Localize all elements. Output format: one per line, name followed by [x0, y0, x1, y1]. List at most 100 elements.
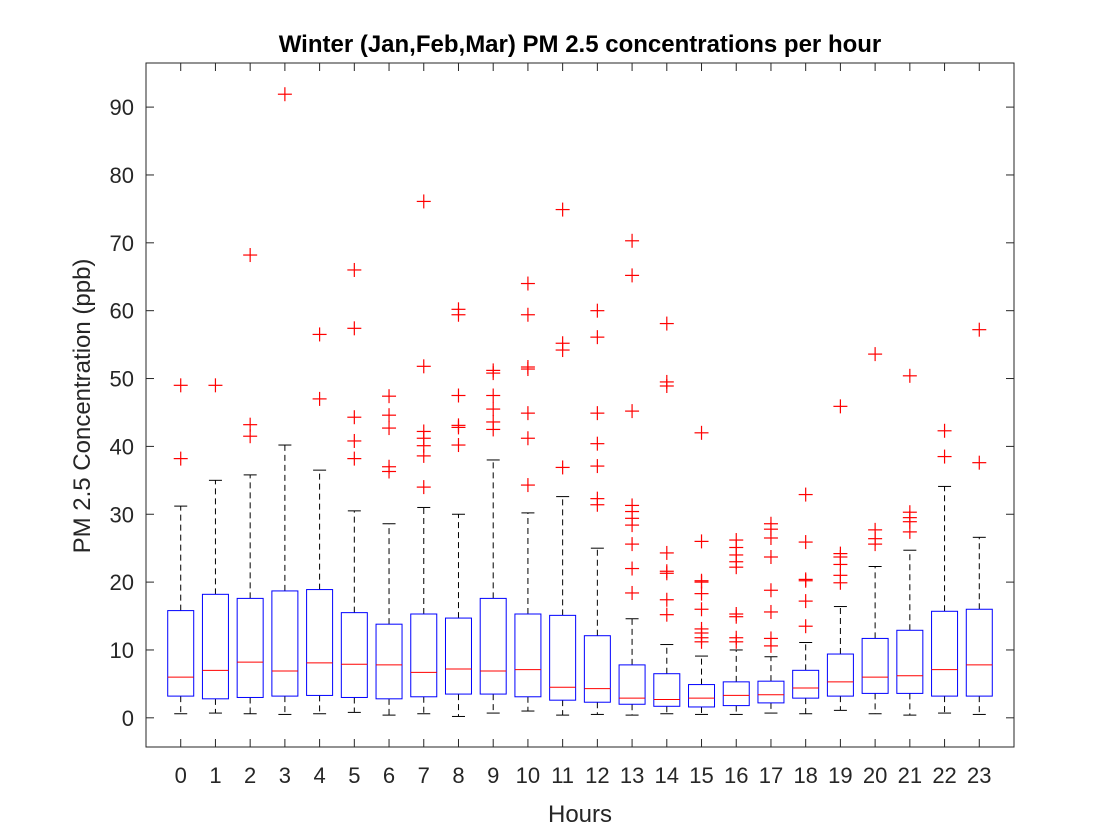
outlier-marker [590, 303, 605, 318]
outlier-marker [416, 359, 431, 374]
x-tick-label: 1 [209, 763, 221, 788]
outlier-marker [763, 604, 778, 619]
outlier-marker [798, 535, 813, 550]
box-hour-17 [757, 516, 785, 714]
box-hour-12 [583, 303, 611, 715]
outlier-marker [694, 573, 709, 588]
iqr-box [479, 597, 507, 695]
outlier-marker [520, 406, 535, 421]
iqr-box [375, 623, 403, 700]
box-hour-23 [965, 322, 993, 715]
x-tick-label: 16 [724, 763, 748, 788]
outlier-marker [277, 87, 292, 102]
iqr-box [340, 612, 368, 698]
y-axis-label: PM 2.5 Concentration (ppb) [69, 259, 96, 554]
x-tick-label: 7 [418, 763, 430, 788]
outlier-marker [555, 460, 570, 475]
iqr-box [549, 614, 577, 701]
outlier-marker [347, 451, 362, 466]
iqr-box [792, 669, 820, 699]
outlier-marker [798, 594, 813, 609]
x-tick-label: 20 [863, 763, 887, 788]
x-tick-label: 14 [655, 763, 679, 788]
y-tick-label: 40 [110, 434, 134, 459]
iqr-box [896, 629, 924, 694]
outlier-marker [694, 534, 709, 549]
outlier-marker [555, 336, 570, 351]
box-hour-2 [236, 248, 264, 715]
outlier-marker [833, 399, 848, 414]
iqr-box [514, 613, 542, 698]
outlier-marker [972, 455, 987, 470]
x-tick-label: 13 [620, 763, 644, 788]
box-hour-7 [410, 194, 438, 715]
iqr-box [271, 590, 299, 697]
x-tick-label: 6 [383, 763, 395, 788]
iqr-box [583, 635, 611, 703]
outlier-marker [382, 459, 397, 474]
iqr-box [826, 653, 854, 697]
iqr-box [965, 608, 993, 697]
x-tick-label: 5 [348, 763, 360, 788]
iqr-box [618, 664, 646, 705]
iqr-box [757, 680, 785, 704]
box-hour-5 [340, 262, 368, 713]
outlier-marker [382, 408, 397, 423]
outlier-marker [659, 607, 674, 622]
outlier-marker [208, 378, 223, 393]
iqr-box [931, 610, 959, 697]
y-tick-label: 20 [110, 570, 134, 595]
x-tick-label: 9 [487, 763, 499, 788]
box-hour-19 [826, 399, 854, 711]
x-tick-label: 10 [516, 763, 540, 788]
x-tick-label: 21 [898, 763, 922, 788]
outlier-marker [659, 592, 674, 607]
box-hour-3 [271, 87, 299, 715]
outlier-marker [868, 347, 883, 362]
outlier-marker [173, 378, 188, 393]
iqr-box [306, 589, 334, 696]
outlier-marker [173, 451, 188, 466]
outlier-marker [694, 425, 709, 440]
outlier-marker [520, 431, 535, 446]
outlier-marker [729, 630, 744, 645]
outlier-marker [347, 262, 362, 277]
iqr-box [444, 617, 472, 695]
x-tick-label: 17 [759, 763, 783, 788]
outlier-marker [347, 321, 362, 336]
x-tick-label: 4 [313, 763, 325, 788]
outlier-marker [625, 585, 640, 600]
outlier-marker [243, 248, 258, 263]
box-hour-9 [479, 363, 507, 714]
outlier-marker [416, 480, 431, 495]
outlier-marker [659, 374, 674, 389]
outlier-marker [763, 631, 778, 646]
box-hour-18 [792, 487, 820, 715]
x-tick-label: 15 [689, 763, 713, 788]
iqr-box [653, 673, 681, 707]
outlier-marker [694, 602, 709, 617]
outlier-marker [486, 414, 501, 429]
box-hour-1 [201, 378, 229, 714]
outlier-marker [798, 487, 813, 502]
iqr-box [688, 684, 716, 708]
outlier-marker [590, 406, 605, 421]
outlier-marker [868, 522, 883, 537]
outlier-marker [520, 276, 535, 291]
outlier-marker [902, 368, 917, 383]
outlier-marker [763, 516, 778, 531]
outlier-marker [347, 433, 362, 448]
outlier-marker [590, 436, 605, 451]
outlier-marker [659, 545, 674, 560]
outlier-marker [382, 421, 397, 436]
x-tick-label: 22 [932, 763, 956, 788]
x-axis-ticks: 0 1 2 3 4 5 6 7 8 9 10 11 12 13 14 15 16 17 18 19 20 21 22 23 [175, 63, 992, 788]
outlier-marker [625, 233, 640, 248]
outlier-marker [486, 388, 501, 403]
outlier-marker [520, 307, 535, 322]
y-tick-label: 70 [110, 231, 134, 256]
outlier-marker [625, 268, 640, 283]
box-hour-22 [931, 423, 959, 714]
outlier-marker [590, 491, 605, 506]
